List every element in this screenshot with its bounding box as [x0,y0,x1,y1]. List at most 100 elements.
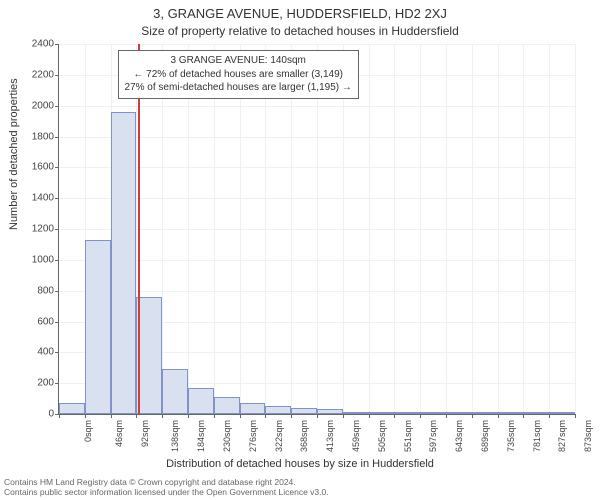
gridline-v [240,44,241,414]
gridline-v [188,44,189,414]
histogram-bar [136,297,162,414]
annotation-box: 3 GRANGE AVENUE: 140sqm ← 72% of detache… [118,50,359,99]
xtick-mark [446,414,447,418]
ytick-mark [55,383,59,384]
ytick-label: 1200 [12,224,54,235]
xtick-mark [85,414,86,418]
xtick-mark [369,414,370,418]
gridline-v [420,44,421,414]
histogram-bar [394,412,420,414]
ytick-label: 800 [12,285,54,296]
xtick-mark [394,414,395,418]
ytick-label: 1400 [12,193,54,204]
xtick-mark [265,414,266,418]
gridline-v [446,44,447,414]
xtick-label: 0sqm [83,420,93,442]
ytick-label: 200 [12,378,54,389]
xtick-mark [498,414,499,418]
histogram-bar [59,403,85,414]
ytick-label: 1800 [12,131,54,142]
ytick-mark [55,137,59,138]
xtick-label: 138sqm [170,420,180,452]
ytick-mark [55,198,59,199]
gridline-v [291,44,292,414]
xtick-mark [317,414,318,418]
attribution-text: Contains HM Land Registry data © Crown c… [4,477,329,498]
ytick-mark [55,260,59,261]
xtick-label: 368sqm [299,420,309,452]
ytick-label: 1000 [12,254,54,265]
xtick-mark [523,414,524,418]
xtick-label: 46sqm [114,420,124,447]
xtick-label: 230sqm [222,420,232,452]
gridline-v [343,44,344,414]
xtick-label: 459sqm [351,420,361,452]
gridline-v [575,44,576,414]
xtick-mark [162,414,163,418]
xtick-label: 873sqm [583,420,593,452]
ytick-label: 2200 [12,69,54,80]
ytick-mark [55,75,59,76]
xtick-label: 551sqm [403,420,413,452]
histogram-bar [549,412,575,414]
chart-title: 3, GRANGE AVENUE, HUDDERSFIELD, HD2 2XJ [0,6,600,21]
xtick-mark [549,414,550,418]
ytick-mark [55,44,59,45]
ytick-label: 1600 [12,162,54,173]
attribution-line-2: Contains public sector information licen… [4,487,329,498]
histogram-bar [446,412,472,414]
gridline-v [162,44,163,414]
histogram-bar [214,397,240,414]
histogram-bar [85,240,111,414]
ytick-mark [55,229,59,230]
xtick-mark [343,414,344,418]
attribution-line-1: Contains HM Land Registry data © Crown c… [4,477,329,488]
histogram-bar [317,409,343,414]
xtick-label: 643sqm [454,420,464,452]
histogram-bar [498,412,524,414]
chart-subtitle: Size of property relative to detached ho… [0,24,600,38]
xtick-label: 735sqm [506,420,516,452]
ytick-mark [55,167,59,168]
xtick-mark [240,414,241,418]
ytick-mark [55,352,59,353]
ytick-label: 2400 [12,39,54,50]
histogram-bar [265,406,291,414]
histogram-bar [420,412,446,414]
ytick-label: 400 [12,347,54,358]
gridline-v [498,44,499,414]
xtick-mark [59,414,60,418]
xtick-mark [420,414,421,418]
xtick-label: 781sqm [532,420,542,452]
ytick-label: 0 [12,409,54,420]
histogram-bar [343,412,369,414]
histogram-bar [111,112,137,414]
xtick-label: 413sqm [325,420,335,452]
histogram-bar [472,412,498,414]
ytick-mark [55,106,59,107]
gridline-v [317,44,318,414]
marker-line [138,44,140,414]
ytick-label: 2000 [12,100,54,111]
ytick-mark [55,291,59,292]
xtick-mark [214,414,215,418]
gridline-v [369,44,370,414]
annotation-line-3: 27% of semi-detached houses are larger (… [125,81,352,95]
xtick-mark [188,414,189,418]
xtick-label: 827sqm [557,420,567,452]
xtick-label: 322sqm [274,420,284,452]
xtick-label: 184sqm [196,420,206,452]
ytick-mark [55,322,59,323]
xtick-label: 505sqm [377,420,387,452]
xtick-label: 689sqm [480,420,490,452]
histogram-bar [162,369,188,414]
gridline-v [472,44,473,414]
x-axis-label: Distribution of detached houses by size … [0,458,600,470]
histogram-bar [291,408,317,414]
xtick-mark [472,414,473,418]
histogram-bar [240,403,266,414]
xtick-label: 276sqm [248,420,258,452]
gridline-v [394,44,395,414]
gridline-v [549,44,550,414]
gridline-v [214,44,215,414]
